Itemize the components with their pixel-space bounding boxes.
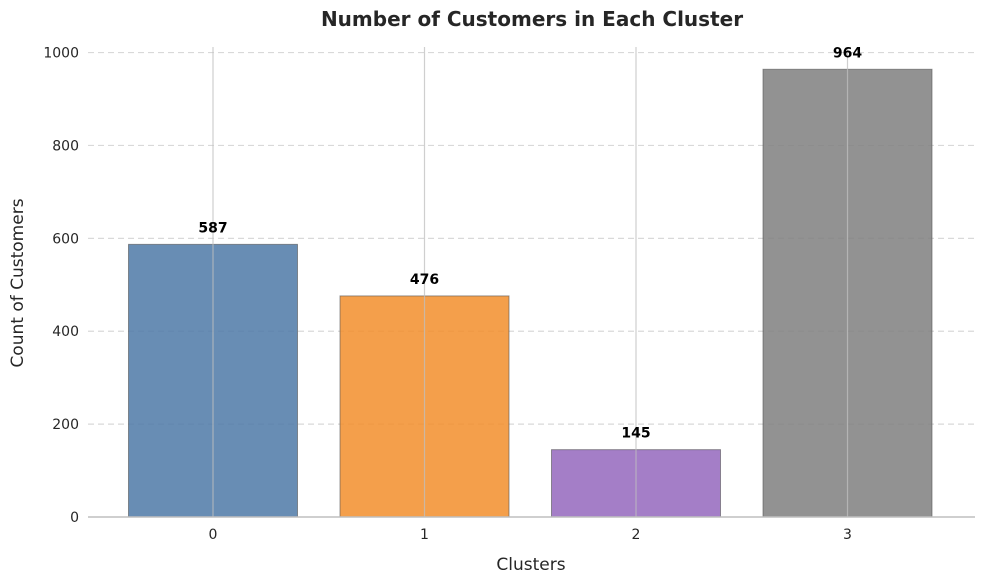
- y-tick-label: 400: [52, 324, 79, 340]
- y-tick-label: 600: [52, 231, 79, 247]
- y-tick-label: 0: [70, 510, 79, 526]
- y-tick-label: 800: [52, 138, 79, 154]
- x-axis-label: Clusters: [496, 555, 565, 575]
- x-tick-label: 3: [843, 527, 852, 543]
- x-tick-label: 2: [632, 527, 641, 543]
- bar-value-label: 145: [621, 426, 650, 442]
- grid-layer: [88, 51, 975, 425]
- bar-value-label: 587: [198, 220, 227, 236]
- bar-value-label: 476: [410, 272, 439, 288]
- y-axis-label: Count of Customers: [8, 198, 28, 367]
- x-tick-label: 0: [209, 527, 218, 543]
- y-tick-label: 1000: [43, 46, 79, 62]
- x-tick-label: 1: [420, 527, 429, 543]
- bar-value-label: 964: [833, 45, 862, 61]
- bar-layer: [128, 47, 933, 518]
- chart-title: Number of Customers in Each Cluster: [321, 7, 743, 31]
- axis-layer: 0 200 400 600 800 1000 0 1 2 3: [43, 46, 975, 543]
- label-layer: 587 476 145 964: [198, 45, 862, 441]
- y-tick-label: 200: [52, 417, 79, 433]
